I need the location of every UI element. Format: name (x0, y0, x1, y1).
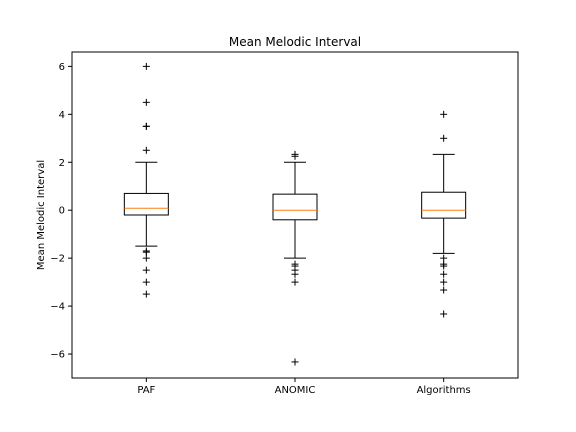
y-tick-label: 6 (59, 62, 65, 73)
outlier-point (440, 254, 448, 262)
y-tick-label: 2 (59, 158, 65, 169)
outlier-point (440, 286, 448, 294)
outlier-point (291, 358, 299, 366)
box (123, 192, 169, 216)
boxplot-paf (123, 62, 169, 298)
outlier-point (291, 278, 299, 286)
outlier-point (440, 134, 448, 142)
outlier-point (440, 278, 448, 286)
outlier-point (142, 278, 150, 286)
y-tick-label: −2 (50, 254, 65, 265)
outlier-point (291, 152, 299, 160)
outlier-point (142, 248, 150, 256)
plot-area: 6 4 2 0 −2 −4 −6 PAF ANOMIC Algorithms (50, 62, 471, 396)
box (421, 191, 467, 219)
y-tick-label: 0 (59, 206, 65, 217)
outlier-point (142, 290, 150, 298)
box (272, 193, 318, 221)
y-tick-label: −4 (50, 302, 65, 313)
boxplot-anomic (272, 150, 318, 366)
outlier-point (142, 98, 150, 106)
x-tick-label: ANOMIC (275, 385, 316, 396)
chart-title: Mean Melodic Interval (229, 35, 361, 49)
outlier-point (142, 266, 150, 274)
y-tick-label: −6 (50, 350, 65, 361)
outlier-point (440, 270, 448, 278)
y-axis-label: Mean Melodic Interval (36, 160, 47, 270)
boxplot-algorithms (421, 110, 467, 318)
outlier-point (440, 310, 448, 318)
outlier-point (291, 270, 299, 278)
outlier-point (142, 122, 150, 130)
outlier-point (440, 262, 448, 270)
outlier-point (142, 254, 150, 262)
y-tick-label: 4 (59, 110, 65, 121)
plot-frame (71, 51, 519, 379)
outlier-point (440, 110, 448, 118)
x-tick-label: PAF (137, 385, 155, 396)
outlier-point (142, 146, 150, 154)
outlier-point (142, 62, 150, 70)
x-tick-label: Algorithms (417, 385, 471, 396)
